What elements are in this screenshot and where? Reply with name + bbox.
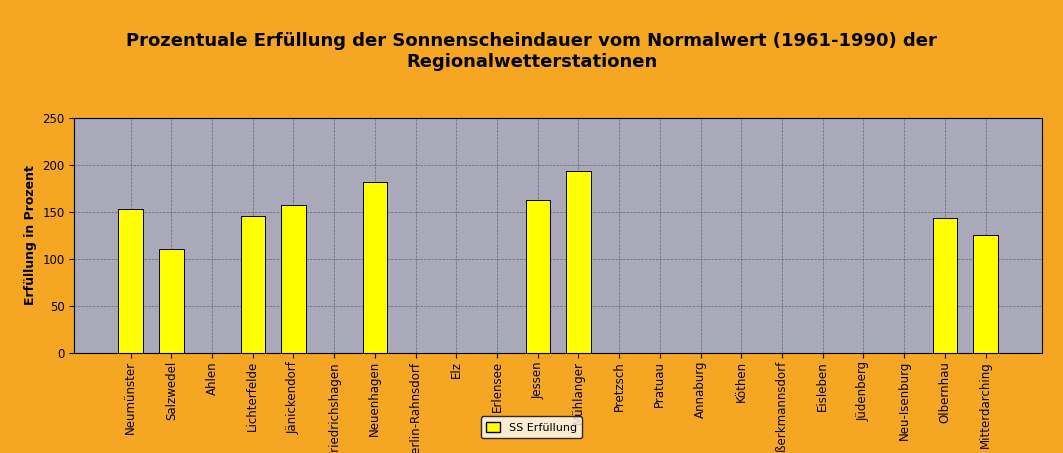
Bar [974, 235, 998, 353]
Bar [282, 205, 306, 353]
Bar [932, 217, 957, 353]
Bar [118, 209, 142, 353]
Bar [159, 249, 184, 353]
Bar [240, 216, 265, 353]
Legend: SS Erfüllung: SS Erfüllung [480, 416, 583, 439]
Bar [525, 200, 550, 353]
Text: Prozentuale Erfüllung der Sonnenscheindauer vom Normalwert (1961-1990) der
Regio: Prozentuale Erfüllung der Sonnenscheinda… [126, 32, 937, 71]
Bar [362, 182, 387, 353]
Y-axis label: Erfüllung in Prozent: Erfüllung in Prozent [23, 166, 37, 305]
Bar [567, 170, 591, 353]
